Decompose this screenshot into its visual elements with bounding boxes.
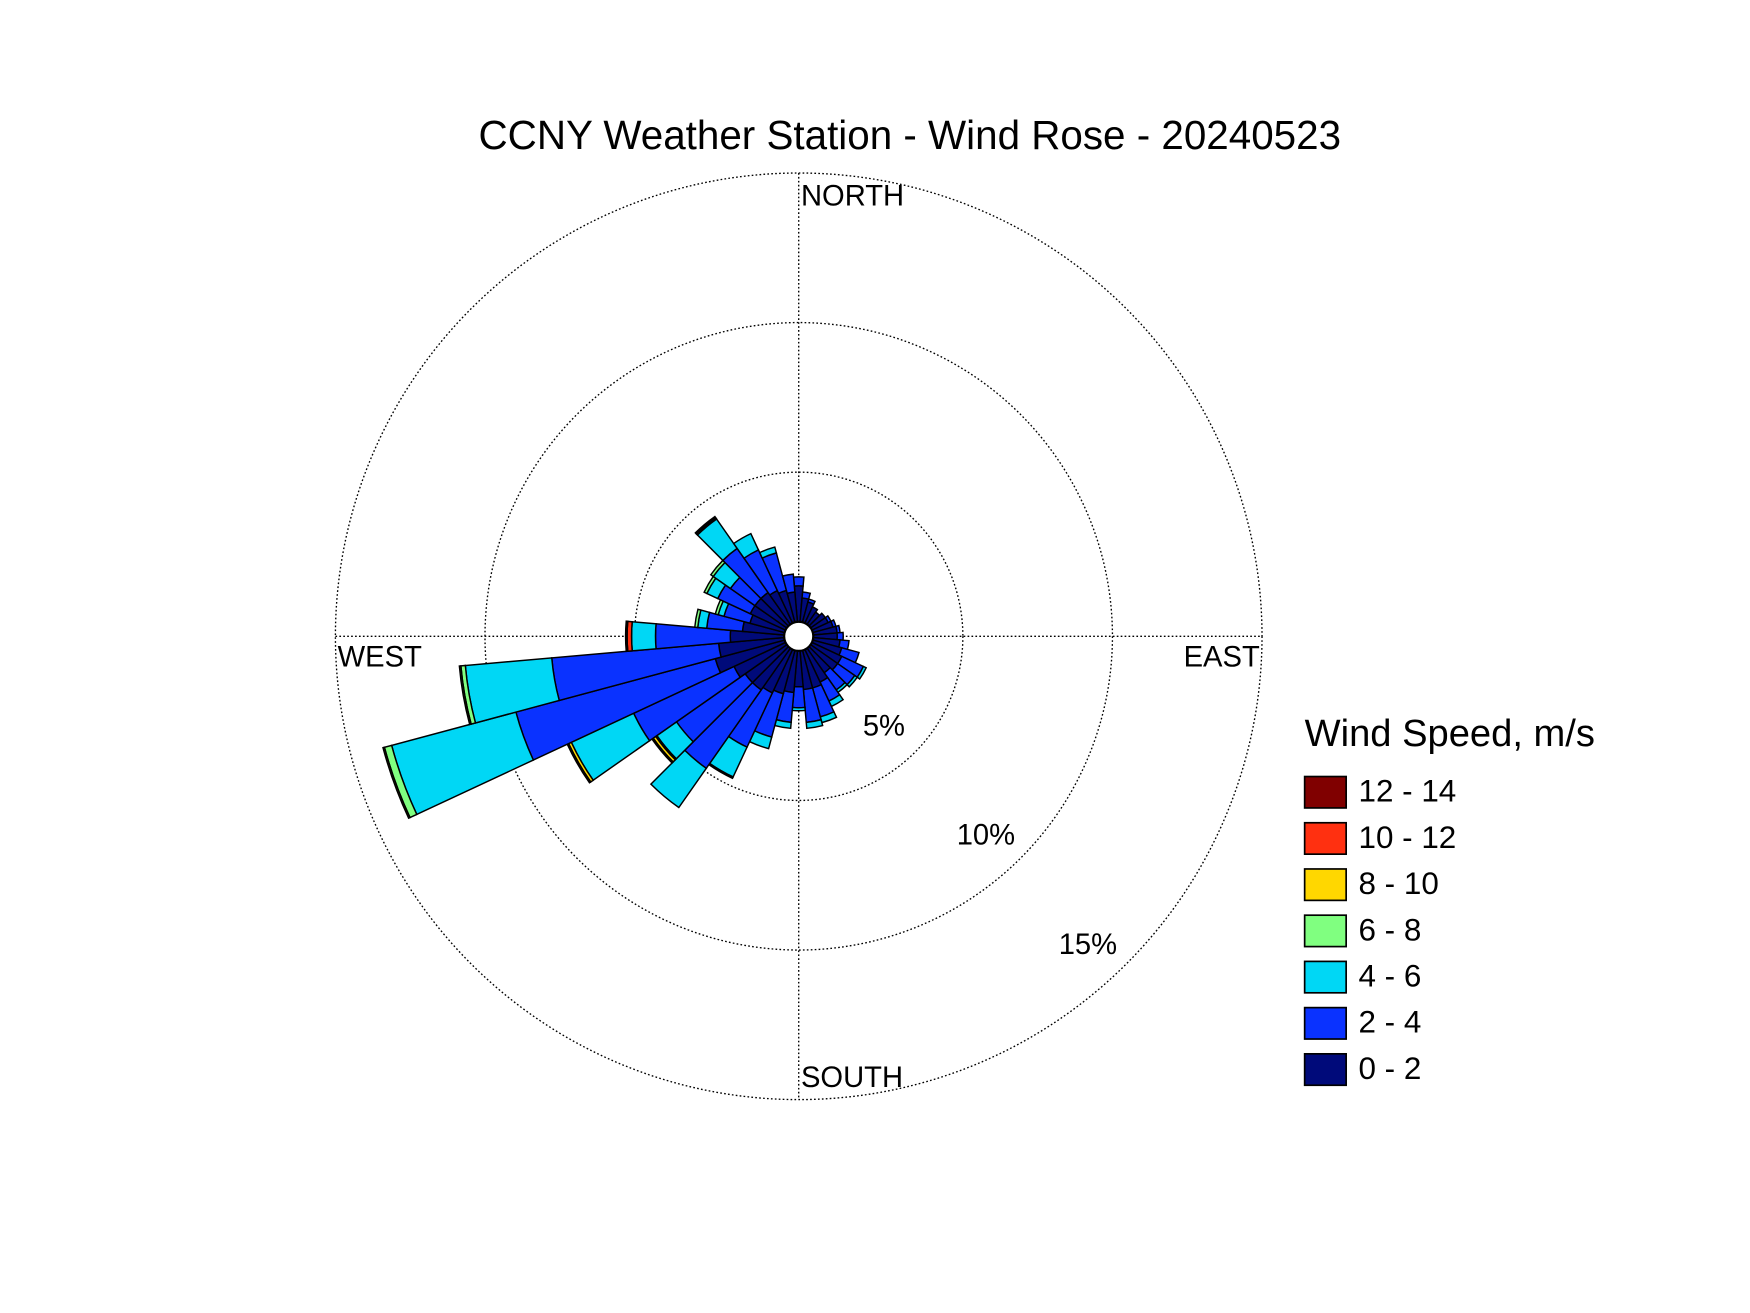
legend-title: Wind Speed, m/s (1305, 712, 1595, 755)
wind-segment (649, 749, 708, 809)
wind-segment (458, 665, 473, 726)
wind-segment (791, 706, 806, 712)
wind-segment (630, 620, 657, 652)
wind-segment (801, 591, 812, 600)
wind-segment (382, 746, 411, 820)
r-tick-label: 15% (1059, 929, 1117, 961)
legend-label: 2 - 4 (1358, 1005, 1421, 1040)
grid-circle (334, 172, 1263, 1101)
legend-label: 6 - 8 (1358, 912, 1421, 947)
legend-swatch (1303, 914, 1347, 948)
wind-segment (781, 573, 796, 595)
wind-segment (792, 576, 805, 587)
chart-title: CCNY Weather Station - Wind Rose - 20240… (479, 112, 1342, 158)
wind-segment (846, 674, 859, 688)
legend-label: 8 - 10 (1358, 866, 1438, 901)
legend-label: 4 - 6 (1358, 959, 1421, 994)
direction-label: SOUTH (801, 1062, 903, 1094)
wind-segment (835, 624, 841, 634)
legend-label: 0 - 2 (1358, 1051, 1421, 1086)
wind-segment (390, 711, 535, 816)
legend-swatch (1303, 1052, 1347, 1087)
wind-segment (807, 598, 816, 606)
wind-segment (732, 532, 760, 560)
direction-label: WEST (338, 641, 422, 673)
wind-segment (624, 620, 629, 653)
r-tick-label: 5% (863, 710, 905, 742)
wind-segment (694, 515, 717, 536)
wind-segment (693, 608, 702, 629)
direction-label: NORTH (801, 180, 904, 212)
wind-segment (758, 546, 778, 559)
legend-swatch (1303, 960, 1347, 994)
r-tick-label: 10% (957, 820, 1015, 852)
wind-segment (805, 718, 824, 730)
legend-swatch (1303, 868, 1347, 902)
legend-swatch (1303, 821, 1347, 856)
wind-segment (856, 665, 868, 681)
legend-swatch (1303, 775, 1347, 809)
legend-label: 12 - 14 (1358, 774, 1456, 809)
legend-swatch (1303, 1006, 1347, 1040)
center-hole (783, 620, 815, 653)
direction-label: EAST (1184, 641, 1260, 673)
legend-label: 10 - 12 (1358, 820, 1456, 855)
